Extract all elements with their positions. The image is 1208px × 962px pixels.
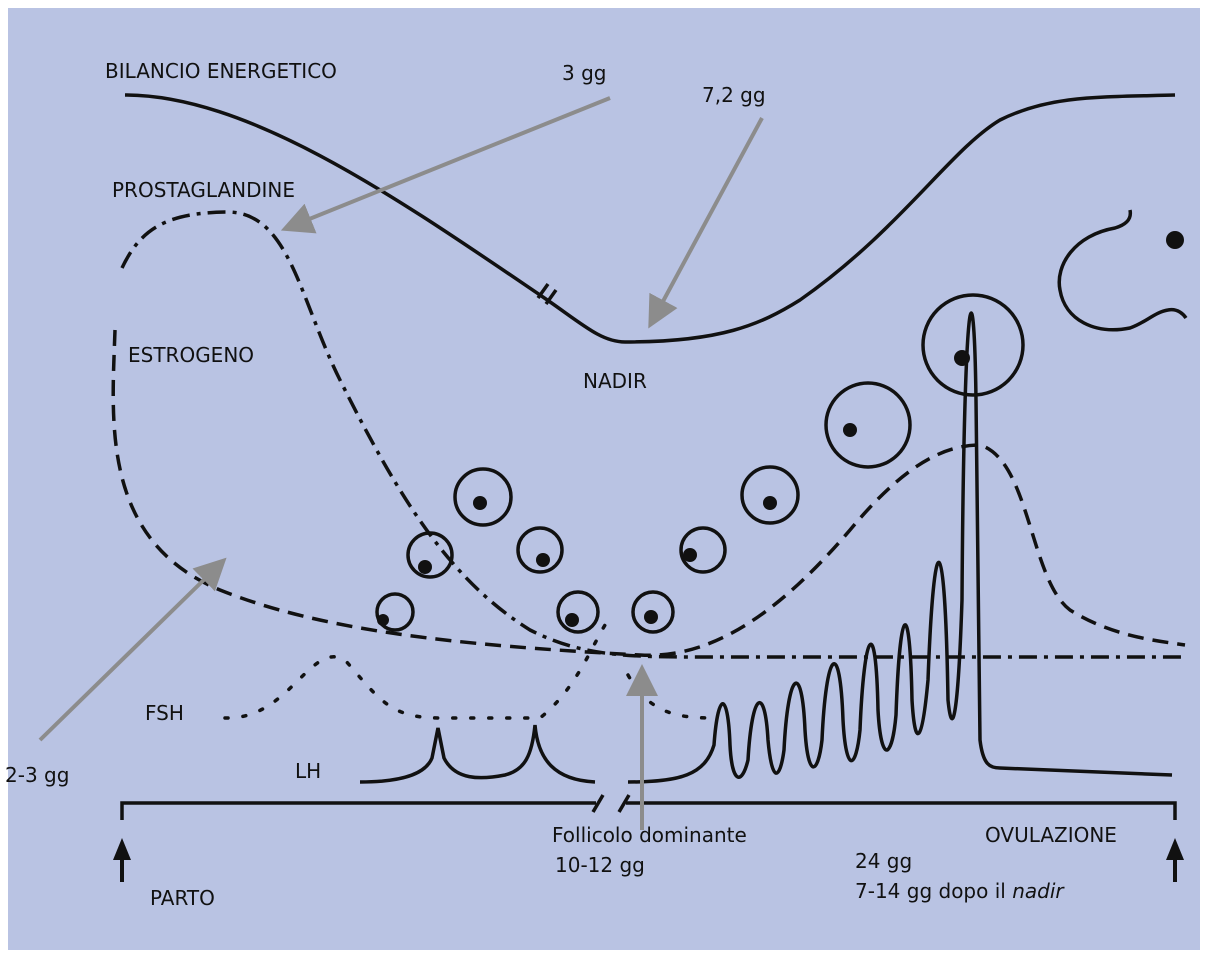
diagram: BILANCIO ENERGETICO 3 gg 7,2 gg PROSTAGL…: [0, 0, 1208, 958]
label: OVULAZIONE: [985, 823, 1117, 847]
panel: [8, 8, 1200, 950]
label-part: nadir: [1012, 879, 1065, 903]
label: BILANCIO ENERGETICO: [105, 59, 337, 83]
label: 10-12 gg: [555, 853, 645, 877]
label: PROSTAGLANDINE: [112, 178, 295, 202]
label: 2-3 gg: [5, 763, 69, 787]
label: NADIR: [583, 369, 647, 393]
label: 3 gg: [562, 61, 606, 85]
label: 7-14 gg dopo il nadir: [855, 879, 1065, 903]
label: 24 gg: [855, 849, 912, 873]
label: Follicolo dominante: [552, 823, 747, 847]
label-part: 7-14 gg dopo il: [855, 879, 1006, 903]
label: ESTROGENO: [128, 343, 254, 367]
label: FSH: [145, 701, 184, 725]
label: 7,2 gg: [702, 83, 766, 107]
label: PARTO: [150, 886, 215, 910]
label: LH: [295, 759, 321, 783]
